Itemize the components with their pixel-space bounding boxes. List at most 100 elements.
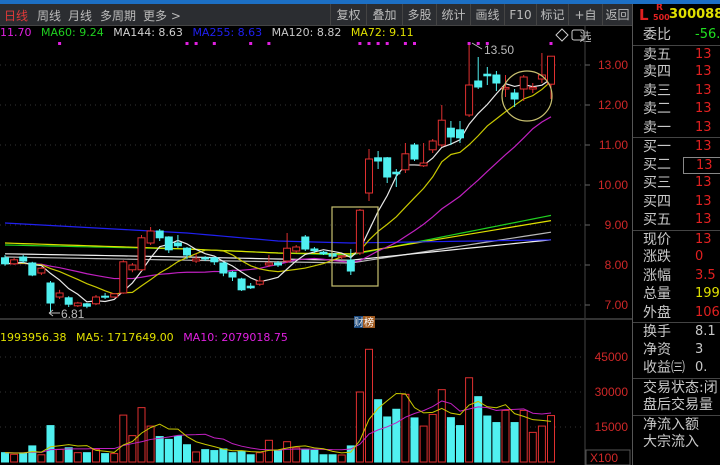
volume-bar (446, 417, 455, 463)
candle-up (528, 86, 537, 90)
draw-line-button[interactable]: 画线 (470, 4, 504, 26)
ma20-line (4, 116, 552, 280)
quote-panel: L R 500 300088 委比-56.0卖五13卖四13卖三13卖二13卖一… (632, 4, 720, 465)
volume-bar (173, 435, 182, 463)
price-tick-label: 13.00 (598, 58, 628, 72)
volume-bar (92, 449, 100, 463)
signal-marker (185, 42, 189, 45)
r-badge: R (656, 4, 663, 13)
quote-label: 总量 (643, 286, 671, 302)
signal-marker (467, 42, 471, 45)
quote-label: 换手 (643, 324, 671, 340)
candle-up (501, 86, 510, 90)
ma60-line (4, 214, 552, 256)
quote-row: 买五 13 (633, 211, 720, 230)
quote-row: 涨幅 3.5 (633, 267, 720, 286)
candle-up (146, 230, 155, 244)
quote-row: 卖四 13 (633, 63, 720, 82)
signal-marker (385, 42, 389, 45)
f10-button[interactable]: F10 (504, 4, 536, 26)
tab-more[interactable]: 更多 > (143, 9, 181, 23)
quote-row: 买一 13 (633, 137, 720, 156)
ma-legend: 11.70 MA60: 9.24 MA144: 8.63 MA255: 8.63… (0, 26, 585, 40)
volume-bar (201, 449, 210, 463)
ma144-line (4, 239, 552, 261)
volume-bar (155, 436, 164, 463)
volume-bar (10, 453, 19, 463)
volume-bar (101, 453, 110, 463)
tab-daily[interactable]: 日线 (4, 9, 29, 23)
ma72-line (4, 220, 552, 255)
volume-bar (337, 454, 346, 463)
quote-label: 卖二 (643, 101, 671, 117)
quote-row: 委比 -56.0 (633, 26, 720, 45)
volume-bar (283, 441, 292, 463)
volume-bar (164, 438, 173, 463)
mark-button[interactable]: 标记 (536, 4, 568, 26)
signal-marker (267, 42, 271, 45)
stock-code[interactable]: 300088 (669, 7, 720, 22)
volume-bar (392, 408, 401, 463)
statistics-button[interactable]: 统计 (436, 4, 470, 26)
volume-bar (492, 422, 501, 463)
candle-up (264, 262, 273, 266)
badge-text: 财 (354, 316, 364, 329)
candle-up (337, 255, 346, 258)
candle-down (82, 303, 91, 307)
signal-marker (376, 42, 380, 45)
volume-bar (274, 449, 282, 463)
volume-bar (146, 425, 155, 463)
candle-up (119, 261, 128, 294)
quote-row: 现价 13 (633, 229, 720, 249)
ma144-value: MA144: 8.63 (113, 26, 183, 39)
quote-row: 总量 199. (633, 285, 720, 304)
candle-down (219, 262, 228, 274)
overlay-button[interactable]: 叠加 (366, 4, 402, 26)
quote-value: 3.5 (695, 267, 716, 283)
candle-up (128, 264, 137, 271)
quote-value: 0 (695, 249, 704, 264)
volume-bar (64, 447, 73, 463)
ma120-value: MA120: 8.82 (271, 26, 342, 39)
candle-down (237, 278, 246, 291)
volume-bar (183, 444, 191, 463)
volume-tick-label: 45000 (595, 350, 629, 364)
back-button[interactable]: 返回 (602, 4, 632, 26)
quote-value: 13 (695, 231, 712, 247)
quote-value: 13 (695, 193, 712, 209)
signal-marker (212, 42, 216, 45)
candle-up (537, 74, 546, 80)
volume-tick-label: 15000 (595, 420, 629, 434)
tab-monthly[interactable]: 月线 (68, 9, 93, 23)
volume-bar (510, 422, 519, 463)
ma72-value: MA72: 9.11 (350, 26, 414, 39)
tab-multi-period[interactable]: 多周期 (100, 9, 137, 23)
candle-down (410, 144, 419, 160)
candle-up (401, 153, 410, 171)
volume-bar (46, 425, 55, 463)
price-tick-label: 10.00 (598, 178, 628, 192)
quote-label: 大宗流入 (643, 434, 699, 450)
quote-label: 买一 (643, 139, 671, 155)
kline-chart[interactable]: 13.00 12.00 11.00 10.00 9.00 8.00 7.00 45000 300… (0, 0, 632, 465)
quote-value: 13 (695, 46, 712, 62)
volume-bar (128, 435, 137, 463)
signal-marker (413, 42, 416, 45)
volume-ma10: MA10: 2079018.75 (183, 331, 288, 344)
quote-row: 买三 13 (633, 174, 720, 193)
tab-weekly[interactable]: 周线 (37, 9, 62, 23)
highlight-box (331, 206, 379, 287)
quote-label: 买四 (643, 193, 671, 210)
multi-stock-button[interactable]: 多股 (402, 4, 436, 26)
candle-down (173, 242, 182, 247)
candle-down (492, 74, 501, 84)
candle-down (392, 171, 401, 175)
ma60-value: MA60: 9.24 (41, 26, 104, 39)
volume-bar (501, 409, 510, 463)
candle-down (346, 259, 355, 272)
candle-down (19, 256, 28, 262)
candle-up (73, 302, 82, 307)
candle-up (355, 209, 364, 254)
signal-marker (249, 42, 253, 45)
restore-rights-button[interactable]: 复权 (330, 4, 366, 26)
